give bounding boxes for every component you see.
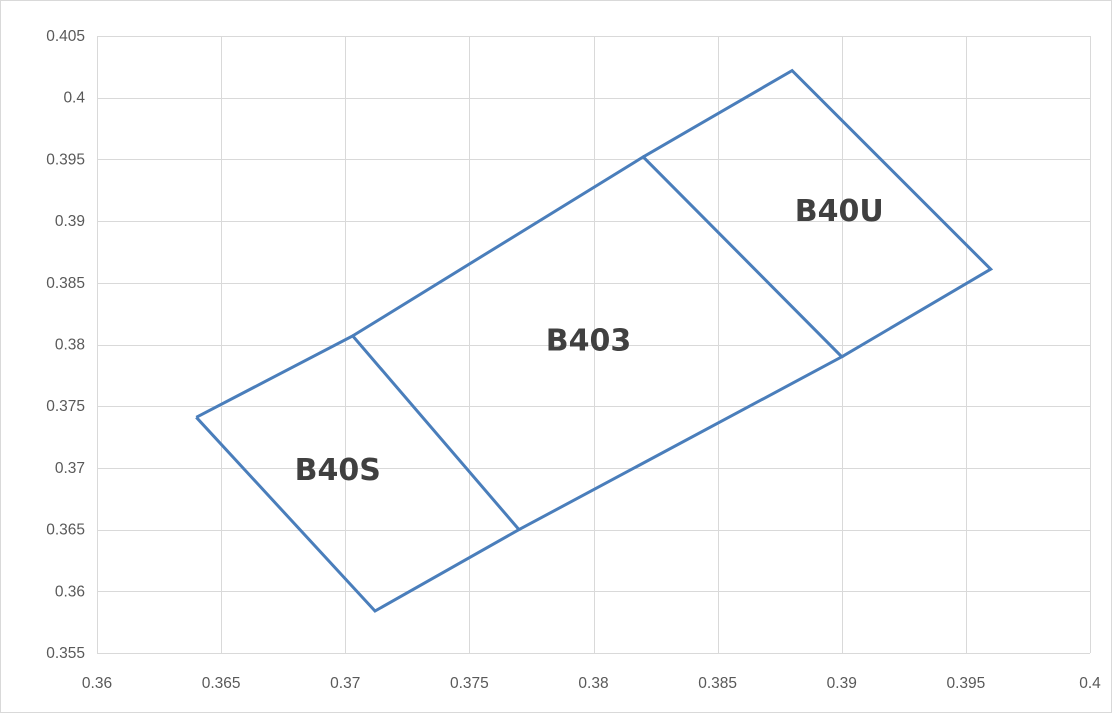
- x-tick-label: 0.365: [202, 675, 241, 692]
- y-tick-label: 0.38: [55, 337, 85, 354]
- series-line-3: [642, 68, 994, 359]
- y-tick-label: 0.375: [46, 398, 85, 415]
- x-tick-label: 0.4: [1079, 675, 1101, 692]
- series-line-2: [351, 154, 845, 531]
- x-tick-label: 0.395: [946, 675, 985, 692]
- y-tick-label: 0.395: [46, 151, 85, 168]
- x-tick-label: 0.37: [330, 675, 360, 692]
- region-labels: B40S B403 B40U: [295, 194, 884, 488]
- y-tick-label: 0.405: [46, 28, 85, 45]
- gridlines: [97, 36, 1091, 654]
- region-label-b40s: B40S: [295, 453, 381, 488]
- x-tick-label: 0.39: [827, 675, 857, 692]
- x-axis-tick-labels: 0.36 0.365 0.37 0.375 0.38 0.385 0.39 0.395 0.4: [82, 675, 1101, 692]
- y-tick-label: 0.37: [55, 460, 85, 477]
- region-label-b40u: B40U: [795, 194, 884, 229]
- x-tick-label: 0.385: [698, 675, 737, 692]
- y-tick-label: 0.36: [55, 583, 85, 600]
- x-tick-label: 0.36: [82, 675, 112, 692]
- y-axis-tick-labels: 0.355 0.36 0.365 0.37 0.375 0.38 0.385 0.39 0.39…: [46, 28, 85, 662]
- x-tick-label: 0.38: [578, 675, 608, 692]
- x-tick-label: 0.375: [450, 675, 489, 692]
- y-tick-label: 0.4: [63, 90, 85, 107]
- y-tick-label: 0.39: [55, 213, 85, 230]
- y-tick-label: 0.355: [46, 645, 85, 662]
- region-label-b403: B403: [546, 324, 632, 359]
- series-lines: [195, 68, 994, 613]
- y-tick-label: 0.385: [46, 275, 85, 292]
- y-tick-label: 0.365: [46, 522, 85, 539]
